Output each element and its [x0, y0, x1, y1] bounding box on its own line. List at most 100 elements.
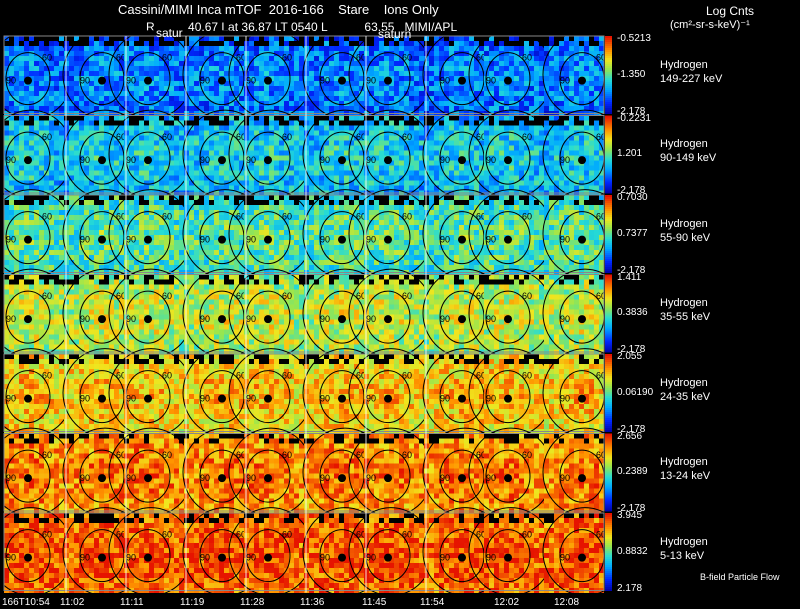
x-tick-label: 166T10:54 — [2, 597, 50, 608]
row-species-label: Hydrogen — [660, 58, 708, 71]
colorbar-max-label: -0.5213 — [617, 33, 651, 44]
svg-text:60: 60 — [236, 132, 246, 142]
svg-text:60: 60 — [42, 212, 52, 222]
x-tick-label: 12:08 — [554, 597, 580, 608]
svg-text:60: 60 — [162, 212, 172, 222]
colorbar-min-label: -2.178 — [617, 344, 646, 355]
colorbar-min-label: 2.178 — [617, 582, 643, 594]
colorbar-6 — [605, 513, 612, 591]
row-energy-label: 5-13 keV — [660, 549, 705, 562]
colorbar-4 — [605, 354, 612, 432]
svg-text:90: 90 — [366, 76, 376, 86]
x-tick-label: 11:28 — [240, 597, 265, 608]
x-tick-label: 12:02 — [494, 597, 520, 608]
row-species-label: Hydrogen — [660, 217, 708, 230]
x-tick-label: 11:54 — [420, 597, 445, 608]
x-tick-label: 11:02 — [60, 597, 85, 608]
row-species-label: Hydrogen — [660, 297, 708, 310]
svg-text:90: 90 — [80, 76, 90, 86]
svg-text:90: 90 — [200, 76, 210, 86]
svg-text:90: 90 — [320, 76, 330, 86]
colorbar-min-label: -2.178 — [617, 264, 646, 276]
x-tick-label: 11:11 — [120, 597, 144, 608]
svg-text:60: 60 — [522, 132, 532, 142]
svg-text:60: 60 — [402, 53, 412, 63]
colorbar-5 — [605, 433, 612, 512]
svg-text:60: 60 — [42, 53, 52, 63]
svg-text:60: 60 — [596, 132, 606, 142]
svg-text:60: 60 — [116, 132, 126, 142]
svg-text:90: 90 — [486, 76, 496, 86]
colorbar-min-label: -2.178 — [617, 423, 646, 435]
svg-text:60: 60 — [356, 132, 366, 142]
svg-text:60: 60 — [42, 132, 52, 142]
colorbar-max-label: 2.656 — [617, 430, 643, 442]
row-energy-label: 90-149 keV — [660, 152, 717, 165]
colorbar-max-label: -0.2231 — [617, 112, 651, 124]
row-species-label: Hydrogen — [660, 456, 708, 469]
row-species-label: Hydrogen — [660, 138, 708, 151]
row-species-label: Hydrogen — [660, 376, 708, 389]
svg-text:90: 90 — [126, 155, 136, 165]
row-species-label: Hydrogen — [660, 535, 708, 548]
row-energy-label: 24-35 keV — [660, 390, 711, 403]
svg-text:60: 60 — [476, 132, 486, 142]
units-label: Log Cnts — [706, 4, 755, 18]
colorbar-max-label: 1.411 — [617, 271, 642, 283]
colorbar-max-label: 0.7030 — [617, 192, 648, 203]
saturn-label-right: saturn — [378, 27, 412, 41]
heatmap-row-1: 90 60 90 60 90 60 90 60 90 60 90 60 90 60 90 60 90 60 90 60 — [0, 109, 628, 199]
footer-note: B-field Particle Flow — [700, 572, 780, 582]
svg-text:60: 60 — [596, 53, 606, 63]
svg-text:90: 90 — [126, 235, 136, 245]
svg-text:60: 60 — [162, 132, 172, 142]
svg-text:90: 90 — [6, 155, 16, 165]
svg-text:90: 90 — [560, 155, 570, 165]
colorbar-mid-label: 0.7377 — [617, 227, 648, 239]
colorbar-max-label: 3.945 — [617, 510, 643, 521]
svg-text:90: 90 — [80, 155, 90, 165]
colorbar-mid-label: 0.2389 — [617, 466, 648, 478]
colorbar-min-label: -2.178 — [617, 503, 646, 514]
svg-text:60: 60 — [282, 53, 292, 63]
row-energy-label: 35-55 keV — [660, 311, 711, 324]
svg-text:60: 60 — [282, 132, 292, 142]
svg-text:90: 90 — [320, 155, 330, 165]
svg-text:90: 90 — [486, 155, 496, 165]
colorbar-min-label: -2.178 — [617, 185, 646, 196]
svg-text:90: 90 — [200, 235, 210, 245]
svg-text:90: 90 — [440, 76, 450, 86]
row-energy-label: 13-24 keV — [660, 470, 711, 483]
colorbar-3 — [605, 274, 612, 353]
x-tick-label: 11:19 — [180, 597, 205, 608]
row-energy-label: 149-227 keV — [660, 72, 723, 85]
svg-text:60: 60 — [162, 53, 172, 63]
colorbar-mid-label: 0.8832 — [617, 545, 648, 557]
svg-text:90: 90 — [560, 76, 570, 86]
svg-text:60: 60 — [116, 212, 126, 222]
units-label-2: (cm²-sr-s-keV)⁻¹ — [670, 19, 750, 31]
svg-text:60: 60 — [356, 53, 366, 63]
svg-text:60: 60 — [236, 53, 246, 63]
svg-text:90: 90 — [200, 155, 210, 165]
svg-text:90: 90 — [6, 76, 16, 86]
svg-text:60: 60 — [236, 212, 246, 222]
svg-text:90: 90 — [246, 155, 256, 165]
colorbar-mid-label: 0.3836 — [617, 307, 648, 319]
svg-text:90: 90 — [80, 235, 90, 245]
colorbar-max-label: 2.055 — [617, 351, 643, 362]
saturn-label-left: satur — [156, 26, 183, 40]
x-tick-label: 11:45 — [362, 597, 387, 608]
heatmap-row-0: 90 60 90 60 90 60 90 60 90 60 90 60 90 60 90 60 90 60 90 60 — [0, 30, 628, 120]
colorbar-1 — [605, 115, 612, 194]
row-energy-label: 55-90 keV — [660, 231, 711, 244]
svg-text:60: 60 — [476, 53, 486, 63]
x-tick-label: 11:36 — [300, 597, 325, 608]
svg-text:90: 90 — [440, 155, 450, 165]
